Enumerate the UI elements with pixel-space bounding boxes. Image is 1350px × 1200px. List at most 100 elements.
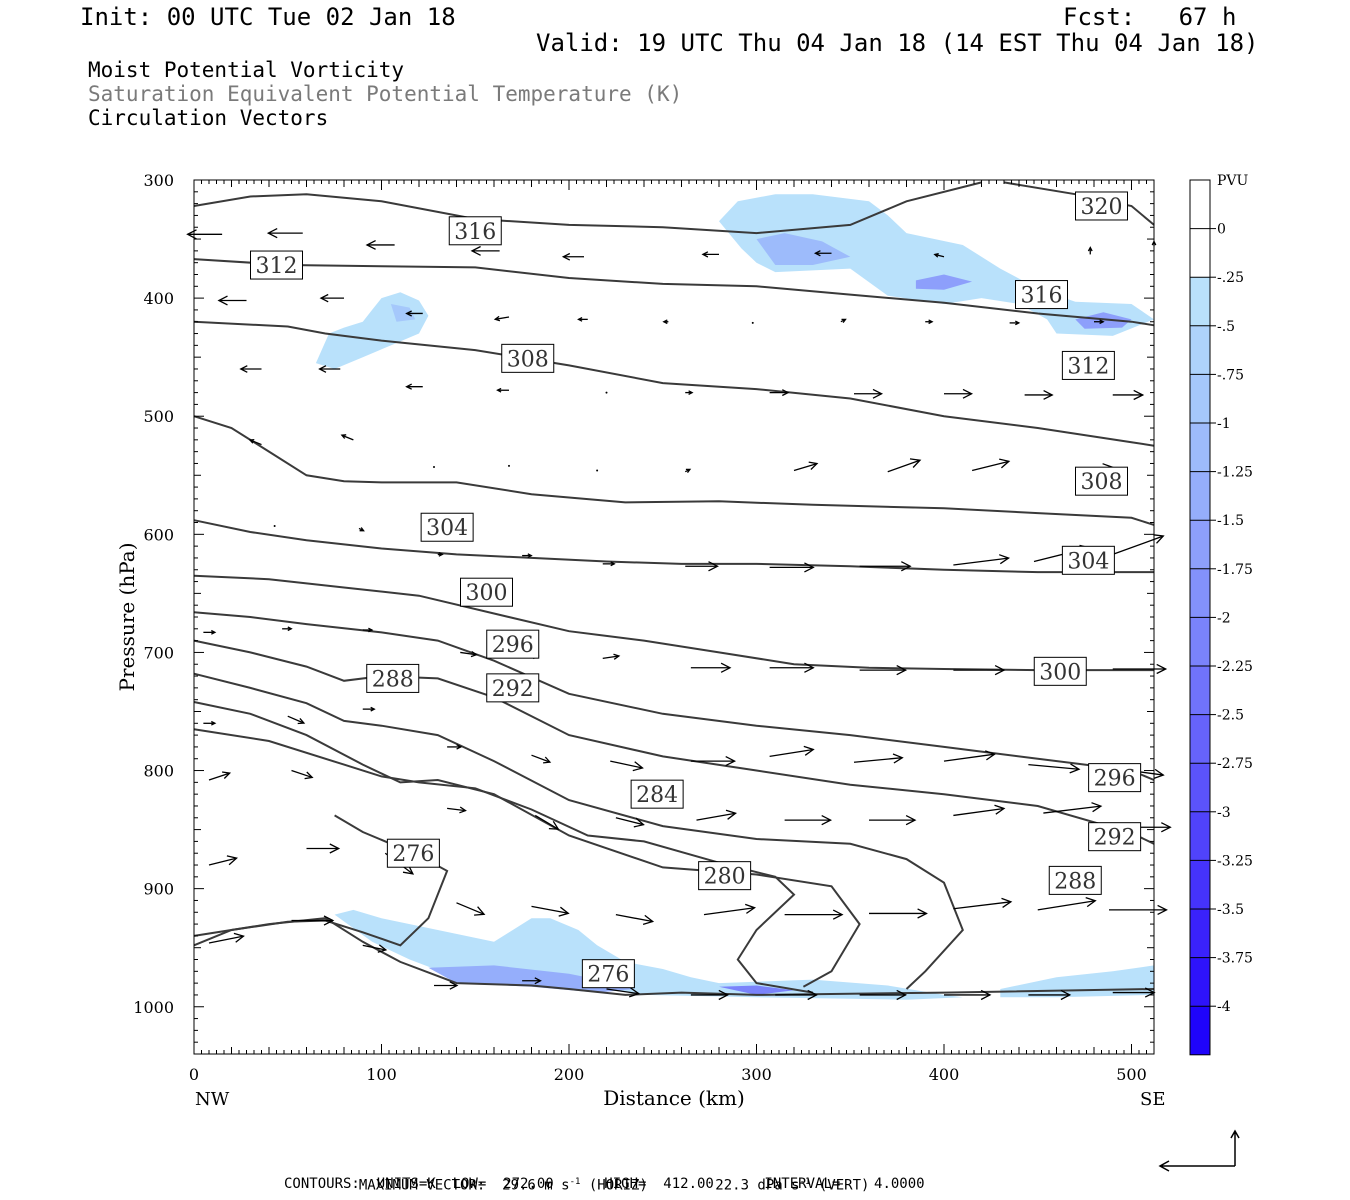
vector-head	[928, 319, 934, 325]
legend-vectors: Circulation Vectors	[88, 106, 329, 130]
contour-label: 276	[581, 959, 635, 989]
colorbar-swatch	[1190, 617, 1210, 666]
colorbar-label: -2	[1217, 610, 1231, 626]
vector-head	[744, 903, 757, 914]
vector-head	[1069, 763, 1081, 774]
colorbar-swatch	[1190, 909, 1210, 958]
circulation-vector	[186, 229, 223, 240]
init-time: Init: 00 UTC Tue 02 Jan 18	[80, 3, 456, 31]
contour-line	[193, 917, 1155, 996]
circulation-vector	[577, 317, 588, 322]
circulation-vector	[943, 750, 997, 762]
contour-label: 304	[420, 512, 474, 542]
contour-label: 296	[1088, 763, 1142, 793]
circulation-vector	[340, 434, 354, 441]
circulation-vector	[1037, 896, 1097, 911]
vector-shaft	[953, 557, 1009, 566]
circulation-vector	[1028, 763, 1081, 774]
circulation-vector	[460, 650, 478, 658]
vector-head	[365, 240, 376, 250]
vector-head	[821, 815, 833, 826]
contour-line	[193, 519, 1154, 574]
vector-shaft	[208, 935, 244, 944]
pv-region	[1075, 312, 1132, 329]
colorbar-label: -1.25	[1217, 465, 1253, 481]
circulation-vector	[362, 706, 376, 712]
circulation-vector	[208, 855, 238, 866]
contour-info: CONTOURS: UNITS=K LOW= 272.00 HIGH= 412.…	[284, 1176, 925, 1192]
circulation-vector	[769, 389, 790, 397]
contour-label: 284	[630, 779, 684, 809]
vector-shaft	[615, 913, 653, 923]
vector-head	[803, 745, 815, 756]
vector-head	[905, 815, 917, 826]
y-tick-label: 600	[143, 525, 174, 544]
circulation-vector	[859, 989, 908, 1001]
pv-region	[315, 292, 429, 369]
vector-head	[377, 944, 388, 953]
contour-line	[193, 574, 1154, 672]
vector-head	[527, 553, 533, 558]
circulation-vector	[405, 383, 423, 390]
vector-head	[211, 720, 217, 726]
circulation-vector	[434, 981, 459, 990]
contour-label-text: 284	[636, 783, 678, 808]
vector-head	[1087, 246, 1093, 252]
vector-head	[832, 909, 844, 920]
y-tick-label: 1000	[133, 998, 174, 1017]
vector-head	[633, 817, 645, 828]
circulation-vector	[319, 293, 344, 303]
circulation-vector	[1028, 989, 1072, 1001]
circulation-vector	[769, 745, 815, 758]
vector-shaft	[610, 760, 643, 769]
vector-head	[909, 458, 922, 468]
contour-label: 320	[1075, 191, 1128, 221]
contour-label-box	[1033, 656, 1087, 686]
contour-label-text: 304	[1067, 549, 1109, 574]
vector-head	[287, 626, 293, 632]
vector-shaft	[534, 814, 559, 830]
legend-pv: Moist Potential Vorticity	[88, 58, 405, 82]
x-tick-label: 0	[189, 1065, 199, 1084]
contour-label-text: 316	[454, 220, 496, 245]
vector-head	[561, 252, 571, 261]
vector-head	[226, 855, 238, 866]
vector-head	[701, 251, 709, 258]
vector-head	[632, 761, 644, 772]
vector-dot	[273, 525, 276, 528]
circulation-vector	[769, 662, 815, 673]
x-tick-label: 200	[554, 1065, 585, 1084]
contour-line	[193, 701, 861, 988]
vector-head	[804, 562, 815, 573]
circulation-vector	[239, 365, 262, 373]
vector-shaft	[953, 807, 1005, 817]
vector-head	[319, 293, 329, 303]
vector-shaft	[1028, 763, 1080, 770]
circulation-vector	[208, 771, 232, 781]
vector-head	[725, 809, 738, 820]
contour-label-box	[448, 216, 502, 246]
vector-shaft	[943, 753, 995, 762]
colorbar-label: 0	[1217, 222, 1226, 238]
y-axis-label: Pressure (hPa)	[115, 543, 139, 692]
pv-colorbar: 0 -.25 -.5 -.75 -1 -1.25 -1.5 -1.75 -2 -2.25 -2.5 -…	[1189, 179, 1253, 1056]
contour-label-text: 280	[704, 865, 746, 890]
axes: 0 100 200 300 400 500 300 400 500 600 700 800 900 100…	[133, 171, 1155, 1084]
vector-dot	[751, 321, 754, 324]
circulation-vector	[615, 817, 645, 828]
vector-shaft	[703, 907, 755, 916]
colorbar-swatch	[1190, 325, 1210, 375]
circulation-vector	[610, 760, 644, 772]
vector-head	[248, 438, 255, 444]
circulation-vector	[859, 665, 908, 676]
colorbar-swatch	[1190, 714, 1210, 764]
vector-head	[813, 250, 821, 257]
contour-label-text: 276	[392, 842, 434, 867]
vector-head	[470, 650, 478, 658]
circulation-vector	[522, 553, 533, 558]
vector-dot	[596, 469, 599, 472]
colorbar-label: -2.5	[1217, 708, 1244, 724]
circulation-vector	[534, 814, 560, 830]
circulation-vector	[358, 527, 365, 532]
circulation-vector	[1087, 246, 1093, 255]
